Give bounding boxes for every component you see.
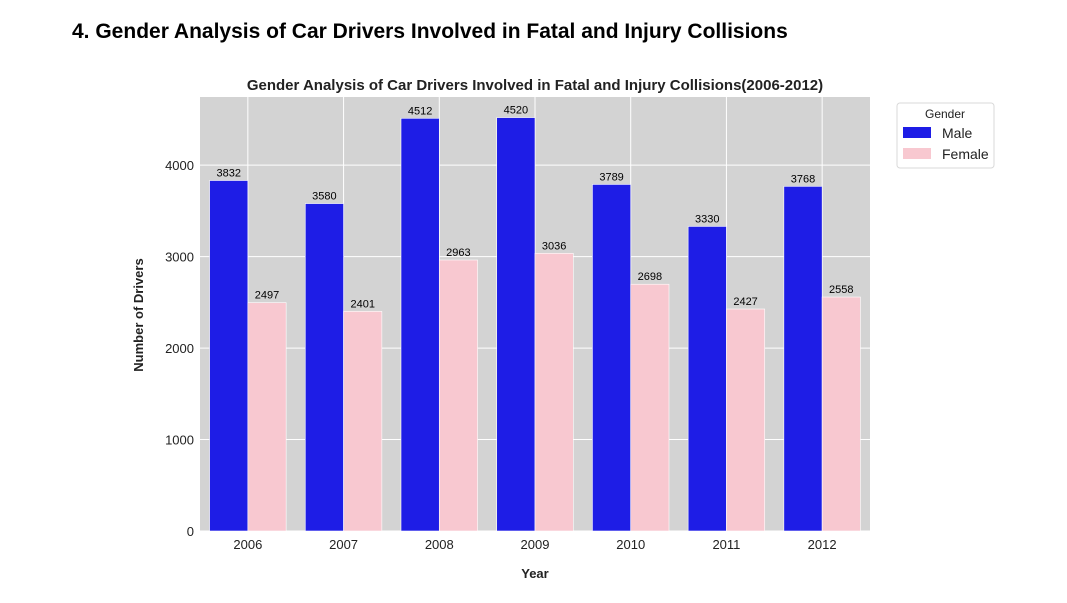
legend-items: Male Female [903,125,989,162]
data-labels: 3832 2497 3580 2401 4512 2963 4520 3036 3789 2698… [216,105,853,311]
legend-swatch-male [903,127,931,138]
bar-male-2006 [209,180,249,532]
page-heading: 4. Gender Analysis of Car Drivers Involv… [72,20,788,43]
x-tick-label: 2011 [712,537,740,552]
y-tick-label: 2000 [165,341,194,356]
data-label-female-2010: 2698 [638,271,662,283]
data-label-female-2009: 3036 [542,240,566,252]
x-tick-label: 2008 [425,537,454,552]
bar-female-2010 [630,283,670,532]
y-tick-label: 0 [187,524,194,539]
legend-swatch-female [903,148,931,159]
bar-male-2011 [687,226,727,532]
bar-male-2012 [783,186,823,532]
y-tick-label: 3000 [165,250,194,265]
legend-title: Gender [925,107,965,121]
x-tick-label: 2010 [616,537,645,552]
bar-male-2007 [304,203,344,532]
chart-title: Gender Analysis of Car Drivers Involved … [247,77,823,94]
data-label-female-2011: 2427 [733,296,757,308]
data-label-male-2011: 3330 [695,213,719,225]
bar-male-2008 [400,118,440,532]
data-label-male-2009: 4520 [504,105,528,117]
data-label-female-2007: 2401 [350,298,374,310]
bar-female-2011 [726,308,766,532]
legend: Gender Male Female [896,102,995,169]
bar-female-2007 [343,311,383,532]
y-tick-label: 4000 [165,158,194,173]
bar-male-2010 [592,184,632,532]
bar-male-2009 [496,117,536,532]
bar-female-2012 [821,296,861,532]
data-label-male-2012: 3768 [791,173,815,185]
data-label-female-2008: 2963 [446,247,470,259]
data-label-male-2007: 3580 [312,191,336,203]
bar-female-2008 [438,259,478,532]
bars [209,117,861,532]
data-label-female-2006: 2497 [255,290,279,302]
y-axis-ticks: 0 1000 2000 3000 4000 [165,158,194,539]
bar-female-2009 [534,253,574,532]
x-axis-label: Year [521,566,548,581]
legend-label-male: Male [942,125,973,141]
data-label-male-2006: 3832 [216,168,240,180]
legend-label-female: Female [942,146,989,162]
x-tick-label: 2009 [521,537,550,552]
y-axis-label: Number of Drivers [131,258,146,371]
data-label-male-2010: 3789 [599,171,623,183]
data-label-female-2012: 2558 [829,284,853,296]
bar-female-2006 [247,302,287,532]
x-axis-ticks: 2006 2007 2008 2009 2010 2011 2012 [233,537,836,552]
x-tick-label: 2006 [233,537,262,552]
x-tick-label: 2012 [808,537,837,552]
y-tick-label: 1000 [165,433,194,448]
data-label-male-2008: 4512 [408,105,432,117]
x-tick-label: 2007 [329,537,358,552]
